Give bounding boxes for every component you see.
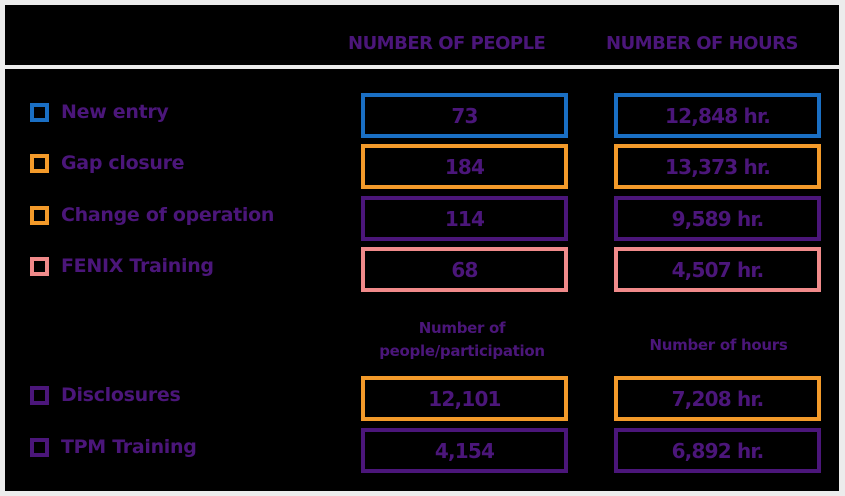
row-label-text: New entry bbox=[61, 101, 169, 123]
header-hours: NUMBER OF HOURS bbox=[606, 33, 798, 54]
hours-value-box: 6,892 hr. bbox=[614, 428, 821, 473]
header-people: NUMBER OF PEOPLE bbox=[348, 33, 546, 54]
row-label: TPM Training bbox=[30, 436, 197, 458]
people-value: 73 bbox=[451, 103, 478, 128]
square-bullet-icon bbox=[30, 256, 49, 276]
row-label: Disclosures bbox=[30, 384, 181, 406]
hours-value-box: 4,507 hr. bbox=[614, 247, 821, 292]
row-label: Change of operation bbox=[30, 204, 274, 226]
row-label: Gap closure bbox=[30, 152, 185, 174]
row-label-text: Change of operation bbox=[61, 204, 275, 226]
hours-value-box: 13,373 hr. bbox=[614, 144, 821, 189]
subheader-people: Number of people/participation bbox=[379, 319, 545, 360]
hours-value: 12,848 hr. bbox=[665, 103, 771, 128]
row-label-text: Disclosures bbox=[61, 384, 181, 406]
square-bullet-icon bbox=[30, 385, 49, 405]
people-value: 4,154 bbox=[434, 438, 495, 463]
square-bullet-icon bbox=[30, 437, 49, 457]
hours-value-box: 9,589 hr. bbox=[614, 196, 821, 241]
people-value-box: 4,154 bbox=[361, 428, 568, 473]
people-value-box: 184 bbox=[361, 144, 568, 189]
people-value-box: 68 bbox=[361, 247, 568, 292]
people-value: 184 bbox=[444, 154, 485, 179]
people-value: 114 bbox=[444, 206, 485, 231]
hours-value-box: 12,848 hr. bbox=[614, 93, 821, 138]
hours-value: 7,208 hr. bbox=[671, 386, 765, 411]
hours-value: 9,589 hr. bbox=[671, 206, 765, 231]
square-bullet-icon bbox=[30, 153, 49, 173]
hours-value: 6,892 hr. bbox=[671, 438, 765, 463]
table-body: New entry 73 12,848 hr. Gap closure 184 … bbox=[5, 69, 839, 491]
row-label: FENIX Training bbox=[30, 255, 214, 277]
row-label: New entry bbox=[30, 101, 169, 123]
people-value-box: 73 bbox=[361, 93, 568, 138]
hours-value: 4,507 hr. bbox=[671, 257, 765, 282]
hours-value-box: 7,208 hr. bbox=[614, 376, 821, 421]
square-bullet-icon bbox=[30, 205, 49, 225]
square-bullet-icon bbox=[30, 102, 49, 122]
row-label-text: TPM Training bbox=[61, 436, 197, 458]
people-value: 12,101 bbox=[428, 386, 501, 411]
header-bar: NUMBER OF PEOPLE NUMBER OF HOURS bbox=[5, 5, 839, 65]
row-label-text: Gap closure bbox=[61, 152, 185, 174]
people-value-box: 12,101 bbox=[361, 376, 568, 421]
subheader-hours: Number of hours bbox=[649, 336, 788, 354]
row-label-text: FENIX Training bbox=[61, 255, 214, 277]
people-value-box: 114 bbox=[361, 196, 568, 241]
people-value: 68 bbox=[451, 257, 478, 282]
hours-value: 13,373 hr. bbox=[665, 154, 771, 179]
